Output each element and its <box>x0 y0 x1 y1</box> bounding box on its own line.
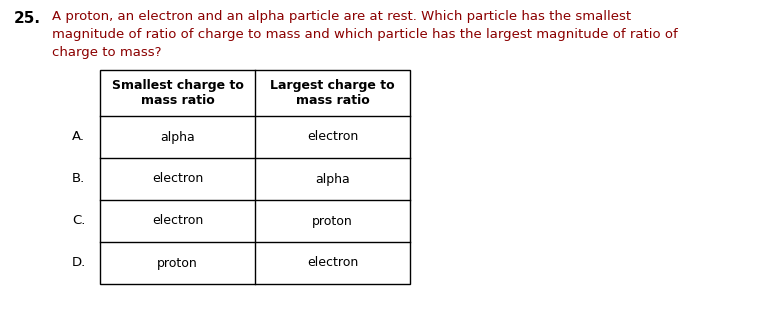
Text: magnitude of ratio of charge to mass and which particle has the largest magnitud: magnitude of ratio of charge to mass and… <box>52 28 678 41</box>
Text: A.: A. <box>72 131 85 143</box>
Text: electron: electron <box>307 256 358 270</box>
Text: electron: electron <box>307 131 358 143</box>
Bar <box>100 70 410 284</box>
Text: charge to mass?: charge to mass? <box>52 46 162 59</box>
Text: Smallest charge to
mass ratio: Smallest charge to mass ratio <box>112 79 244 107</box>
Text: electron: electron <box>152 172 203 186</box>
Text: alpha: alpha <box>160 131 195 143</box>
Text: proton: proton <box>312 214 353 228</box>
Text: proton: proton <box>157 256 198 270</box>
Text: Largest charge to
mass ratio: Largest charge to mass ratio <box>270 79 395 107</box>
Text: A proton, an electron and an alpha particle are at rest. Which particle has the : A proton, an electron and an alpha parti… <box>52 10 631 23</box>
Text: D.: D. <box>72 256 86 270</box>
Text: C.: C. <box>72 214 85 228</box>
Text: 25.: 25. <box>14 11 41 26</box>
Text: electron: electron <box>152 214 203 228</box>
Text: B.: B. <box>72 172 85 186</box>
Text: alpha: alpha <box>315 172 350 186</box>
